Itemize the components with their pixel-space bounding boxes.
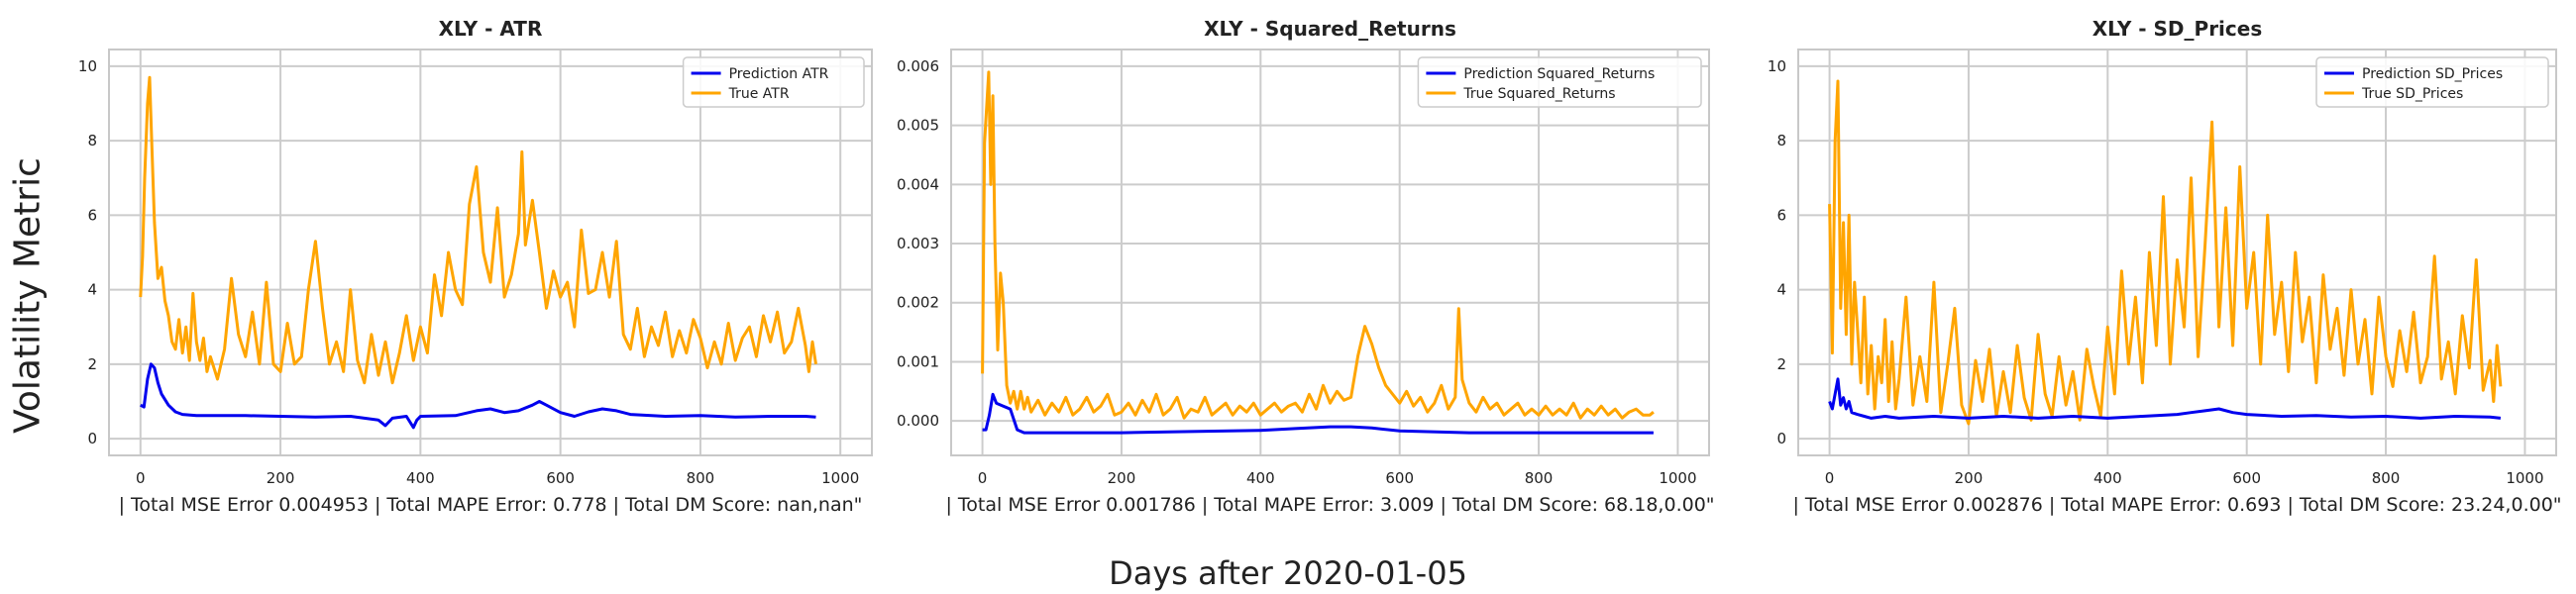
y-tick-label: 0.000	[897, 412, 939, 430]
y-tick-label: 2	[1776, 355, 1786, 373]
y-axis-label: Volatility Metric	[7, 157, 49, 434]
series-line-prediction	[140, 362, 816, 430]
y-tick-label: 6	[87, 206, 97, 224]
chart-title: XLY - ATR	[439, 17, 543, 41]
y-tick-label: 10	[78, 57, 97, 75]
series-line-true	[1828, 79, 2503, 426]
chart-panel-1: 0 200 400 600 800 1000 0 2 4 6 8 10 XLY - ATR | Total…	[78, 17, 873, 516]
chart-error-summary: | Total MSE Error 0.001786 | Total MAPE …	[945, 494, 1714, 516]
x-tick-label: 400	[1246, 469, 1275, 487]
y-tick-label: 2	[87, 355, 97, 373]
legend-box	[682, 56, 865, 108]
y-tick-label: 10	[1768, 57, 1786, 75]
y-tick-label: 0.004	[897, 175, 939, 193]
x-tick-label: 1000	[821, 469, 859, 487]
x-axis-label: Days after 2020-01-05	[1109, 554, 1467, 592]
plot-frame	[950, 49, 1710, 456]
x-tick-label: 1000	[1659, 469, 1696, 487]
y-tick-label: 4	[1776, 281, 1786, 299]
chart-error-summary: | Total MSE Error 0.002876 | Total MAPE …	[1792, 494, 2561, 516]
x-tick-label: 0	[1825, 469, 1835, 487]
x-tick-label: 600	[2232, 469, 2261, 487]
x-tick-label: 600	[1385, 469, 1414, 487]
y-tick-label: 0.003	[897, 235, 939, 252]
chart-title: XLY - SD_Prices	[2093, 17, 2262, 41]
legend-entry: Prediction ATR	[729, 66, 829, 82]
x-tick-label: 200	[1108, 469, 1136, 487]
y-tick-label: 0.005	[897, 117, 939, 135]
plot-frame	[108, 49, 873, 456]
x-tick-label: 200	[267, 469, 295, 487]
y-tick-label: 0.006	[897, 57, 939, 75]
plot-frame	[1797, 49, 2557, 456]
legend-entry: True ATR	[728, 86, 790, 102]
x-tick-label: 800	[2372, 469, 2401, 487]
legend-entry: True SD_Prices	[2361, 86, 2463, 102]
x-tick-label: 800	[1525, 469, 1554, 487]
chart-title: XLY - Squared_Returns	[1204, 17, 1456, 41]
legend-entry: Prediction SD_Prices	[2362, 66, 2503, 82]
y-tick-label: 0	[87, 430, 97, 447]
series-line-true	[139, 75, 817, 385]
x-tick-label: 400	[2093, 469, 2122, 487]
series-line-prediction	[1828, 377, 2502, 420]
chart-panel-3: 0 200 400 600 800 1000 0 2 4 6 8 10 XLY - SD_Prices |…	[1768, 17, 2562, 516]
legend-box	[1417, 56, 1702, 108]
y-tick-label: 4	[87, 281, 97, 299]
legend-entry: True Squared_Returns	[1462, 86, 1615, 102]
y-tick-label: 6	[1776, 206, 1786, 224]
y-tick-label: 8	[87, 132, 97, 149]
x-tick-label: 0	[978, 469, 988, 487]
x-tick-label: 400	[406, 469, 435, 487]
x-tick-label: 200	[1955, 469, 1984, 487]
y-tick-label: 8	[1776, 132, 1786, 149]
y-tick-label: 0.002	[897, 294, 939, 312]
x-tick-label: 1000	[2506, 469, 2543, 487]
chart-panel-2: 0 200 400 600 800 1000 0.000 0.001 0.002 0.003 0.0…	[897, 17, 1714, 516]
legend-entry: Prediction Squared_Returns	[1463, 66, 1655, 82]
y-tick-label: 0	[1776, 430, 1786, 447]
y-tick-label: 0.001	[897, 352, 939, 370]
legend-box	[2315, 56, 2549, 108]
x-tick-label: 600	[546, 469, 575, 487]
series-line-true	[981, 70, 1655, 420]
chart-error-summary: | Total MSE Error 0.004953 | Total MAPE …	[119, 494, 863, 516]
x-tick-label: 800	[687, 469, 715, 487]
series-line-prediction	[982, 392, 1654, 435]
x-tick-label: 0	[136, 469, 146, 487]
